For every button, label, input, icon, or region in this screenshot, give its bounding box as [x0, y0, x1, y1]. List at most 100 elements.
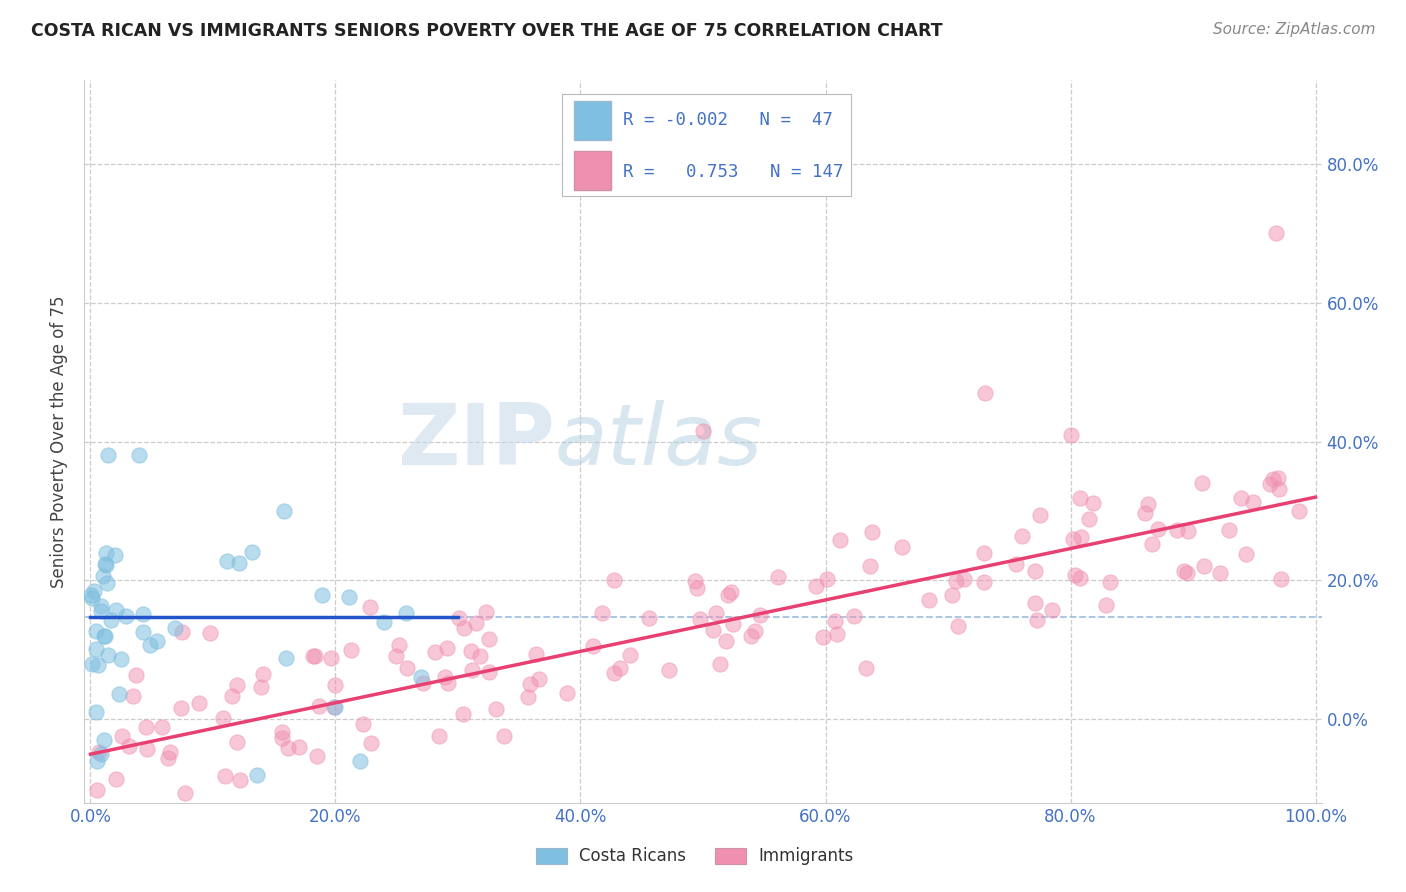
Point: [720, 585, 742, 599]
Point: [1070, 531, 1092, 545]
Point: [217, 554, 239, 568]
Point: [1267, 482, 1289, 496]
Point: [214, 769, 236, 783]
Point: [173, 786, 195, 800]
Point: [1069, 491, 1091, 506]
Point: [352, 717, 374, 731]
Text: R = -0.002   N =  47: R = -0.002 N = 47: [623, 112, 832, 129]
Point: [323, 678, 346, 692]
Point: [128, 449, 150, 463]
Point: [973, 385, 995, 400]
Point: [602, 573, 624, 587]
Point: [714, 633, 737, 648]
Point: [461, 663, 484, 677]
Point: [716, 588, 738, 602]
Point: [449, 611, 471, 625]
Point: [468, 648, 491, 663]
Point: [1099, 575, 1122, 590]
Point: [859, 559, 882, 574]
Point: [686, 581, 709, 595]
Point: [100, 613, 122, 627]
Point: [302, 649, 325, 664]
Point: [1147, 522, 1170, 536]
Point: [1078, 511, 1101, 525]
Point: [918, 593, 941, 607]
Point: [163, 621, 186, 635]
Point: [1218, 523, 1240, 537]
Point: [475, 605, 498, 619]
FancyBboxPatch shape: [574, 151, 612, 190]
Point: [749, 607, 772, 622]
Point: [1011, 529, 1033, 543]
Point: [555, 686, 578, 700]
Point: [891, 540, 914, 554]
Point: [373, 615, 395, 629]
Point: [1234, 548, 1257, 562]
Point: [815, 572, 838, 586]
Point: [132, 607, 155, 621]
Point: [124, 667, 146, 681]
Point: [304, 649, 326, 664]
Point: [93, 733, 115, 747]
Point: [150, 720, 173, 734]
Point: [1059, 427, 1081, 442]
Point: [325, 700, 347, 714]
Point: [478, 665, 501, 679]
Point: [825, 627, 848, 641]
Point: [453, 621, 475, 635]
Point: [115, 609, 138, 624]
Point: [87, 745, 110, 759]
Point: [159, 745, 181, 759]
Point: [226, 678, 249, 692]
Point: [1024, 565, 1046, 579]
Point: [1005, 557, 1028, 571]
Point: [1263, 473, 1285, 487]
Point: [692, 424, 714, 438]
Point: [842, 608, 865, 623]
Point: [87, 657, 110, 672]
Point: [824, 614, 846, 628]
Point: [411, 669, 433, 683]
Point: [273, 504, 295, 518]
Point: [94, 630, 117, 644]
Point: [288, 739, 311, 754]
Point: [104, 603, 127, 617]
Point: [685, 574, 707, 589]
Text: Source: ZipAtlas.com: Source: ZipAtlas.com: [1212, 22, 1375, 37]
Point: [591, 606, 613, 620]
Point: [516, 690, 538, 704]
Point: [519, 677, 541, 691]
Point: [97, 648, 120, 662]
Point: [311, 588, 333, 602]
Point: [946, 619, 969, 633]
Point: [277, 740, 299, 755]
Point: [464, 615, 486, 630]
Point: [434, 670, 457, 684]
Point: [270, 725, 292, 739]
Point: [157, 751, 180, 765]
Point: [349, 754, 371, 768]
Point: [766, 570, 789, 584]
Point: [339, 642, 361, 657]
Point: [855, 661, 877, 675]
Point: [104, 548, 127, 562]
Point: [582, 639, 605, 653]
Point: [250, 680, 273, 694]
Point: [322, 700, 344, 714]
Point: [1173, 564, 1195, 578]
Text: Costa Ricans: Costa Ricans: [579, 847, 686, 865]
Point: [84, 641, 107, 656]
Text: R =   0.753   N = 147: R = 0.753 N = 147: [623, 162, 844, 180]
Y-axis label: Seniors Poverty Over the Age of 75: Seniors Poverty Over the Age of 75: [51, 295, 69, 588]
Point: [638, 611, 661, 625]
Point: [1064, 567, 1087, 582]
Point: [1094, 598, 1116, 612]
Point: [84, 624, 107, 638]
Point: [1140, 537, 1163, 551]
Point: [1177, 524, 1199, 539]
Point: [740, 629, 762, 643]
Point: [108, 687, 131, 701]
Point: [396, 660, 419, 674]
Point: [1081, 496, 1104, 510]
Point: [94, 558, 117, 573]
